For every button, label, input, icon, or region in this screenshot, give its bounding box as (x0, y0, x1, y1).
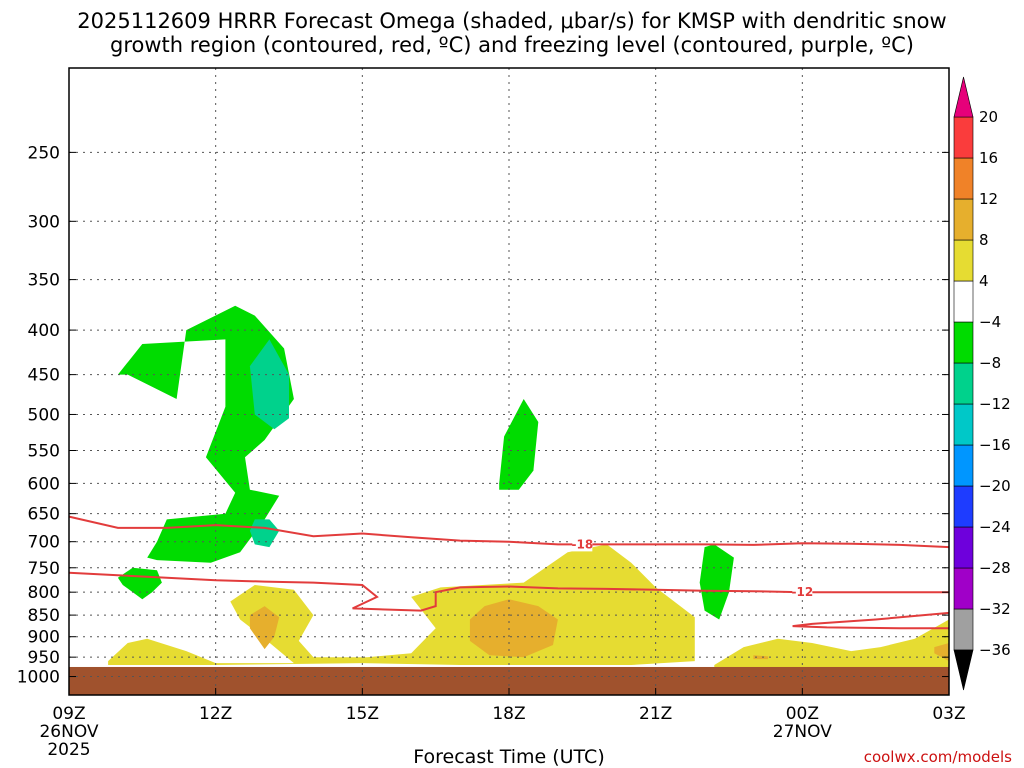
x-tick-label-0: 09Z (52, 704, 85, 724)
omega-shaded-region-3 (499, 399, 539, 490)
omega-shaded-region-4 (117, 567, 162, 600)
omega-shaded-region-2 (249, 519, 280, 548)
x-axis-label: Forecast Time (UTC) (413, 746, 604, 768)
colorbar-bin-8 (953, 280, 974, 323)
colorbar-bin-2 (953, 526, 974, 569)
colorbar-label-9: 4 (979, 272, 989, 290)
colorbar-bin-6 (953, 362, 974, 405)
x-tick-label-18: 03Z (932, 704, 965, 724)
y-tick-label-900: 900 (28, 628, 60, 648)
colorbar-label-6: −12 (979, 395, 1011, 413)
omega-shaded-region-5 (699, 544, 734, 620)
y-tick-label-450: 450 (28, 366, 60, 386)
colorbar-label-11: 12 (979, 190, 998, 208)
y-tick-label-600: 600 (28, 474, 60, 494)
omega-shaded-region-8 (469, 599, 558, 658)
y-tick-label-800: 800 (28, 583, 60, 603)
contour-label-bg-1 (792, 584, 813, 600)
contour-label-1: -12 (791, 585, 813, 599)
colorbar-label-13: 20 (979, 108, 998, 126)
colorbar-label-1: −32 (979, 600, 1011, 618)
x-tick-label-6: 15Z (346, 704, 379, 724)
colorbar-bin-7 (953, 321, 974, 364)
y-tick-label-550: 550 (28, 442, 60, 462)
colorbar-label-2: −28 (979, 559, 1011, 577)
omega-shaded-region-10 (753, 655, 769, 660)
colorbar-label-3: −24 (979, 518, 1011, 536)
contour-line-1 (68, 571, 949, 612)
colorbar-label-0: −36 (979, 641, 1011, 659)
chart-title-line2: growth region (contoured, red, ºC) and f… (110, 33, 914, 57)
colorbar-bin-4 (953, 444, 974, 487)
colorbar-bin-0 (953, 608, 974, 651)
colorbar-label-7: −8 (979, 354, 1001, 372)
colorbar: −36 −32 −28 −24 −20 −16 −12 −8 −4 4 8 12 16 20 (953, 76, 1011, 691)
y-tick-label-650: 650 (28, 505, 60, 525)
y-tick-label-750: 750 (28, 559, 60, 579)
y-tick-label-350: 350 (28, 271, 60, 291)
contour-label-bg-0 (572, 536, 593, 552)
y-tick-label-850: 850 (28, 606, 60, 626)
y-tick-label-400: 400 (28, 321, 60, 341)
x-tick-label-12: 21Z (639, 704, 672, 724)
chart-title-line1: 2025112609 HRRR Forecast Omega (shaded, … (77, 9, 946, 33)
omega-shaded-region-11 (934, 643, 949, 662)
y-tick-label-500: 500 (28, 405, 60, 425)
y-tick-label-1000: 1000 (17, 668, 60, 688)
contour-line-2 (792, 611, 950, 630)
colorbar-label-10: 8 (979, 231, 989, 249)
y-tick-label-950: 950 (28, 648, 60, 668)
y-tick-label-700: 700 (28, 533, 60, 553)
colorbar-bin-3 (953, 485, 974, 528)
omega-shaded-region-1 (249, 339, 289, 430)
omega-shaded-region-9 (714, 619, 949, 667)
colorbar-extend-bottom (953, 649, 974, 691)
site-credit[interactable]: coolwx.com/models (864, 748, 1012, 766)
colorbar-bin-12 (953, 116, 974, 159)
omega-shaded-region-6 (108, 544, 695, 665)
grid (69, 68, 949, 695)
contour-line-0 (68, 515, 950, 549)
colorbar-label-4: −20 (979, 477, 1011, 495)
y-axis: 2503003504004505005506006507007508008509… (17, 143, 949, 688)
colorbar-extend-top (953, 76, 974, 118)
y-tick-label-250: 250 (28, 143, 60, 163)
x-tick-label-15: 00Z (786, 704, 819, 724)
colorbar-label-5: −16 (979, 436, 1011, 454)
x-tick-label-9: 18Z (492, 704, 525, 724)
colorbar-bin-10 (953, 198, 974, 241)
x-tick-label-3: 12Z (199, 704, 232, 724)
contours: -18 -12 (68, 515, 950, 630)
colorbar-bin-1 (953, 567, 974, 610)
colorbar-bin-11 (953, 157, 974, 200)
omega-shaded-region-7 (249, 606, 280, 650)
colorbar-bin-5 (953, 403, 974, 446)
x-tick-date-0: 26NOV (39, 722, 98, 742)
colorbar-bin-9 (953, 239, 974, 282)
colorbar-label-8: −4 (979, 313, 1001, 331)
colorbar-label-12: 16 (979, 149, 998, 167)
x-tick-year-0: 2025 (47, 740, 90, 760)
y-tick-label-300: 300 (28, 212, 60, 232)
x-tick-date-15: 27NOV (773, 722, 832, 742)
omega-shaded-region-0 (117, 305, 294, 563)
contour-label-0: -18 (571, 537, 593, 551)
